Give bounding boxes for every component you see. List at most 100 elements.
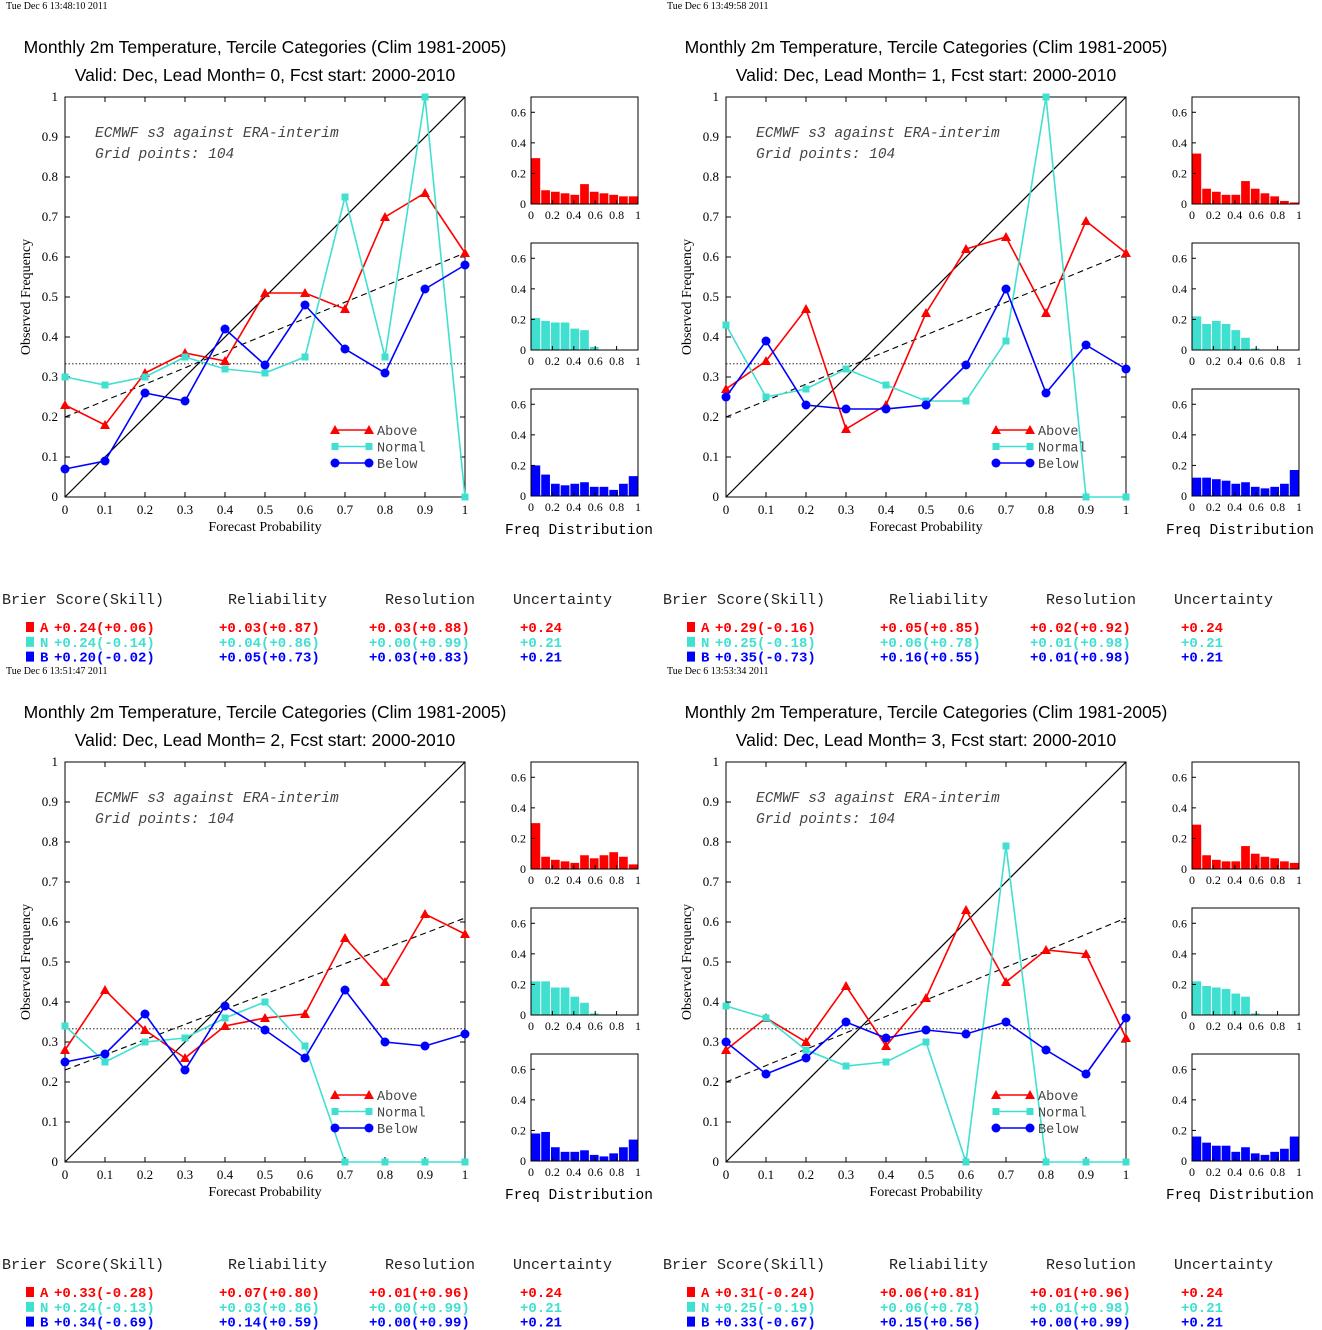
chart-subtitle: Valid: Dec, Lead Month= 1, Fcst start: 2… xyxy=(736,65,1117,85)
data-point-normal xyxy=(341,1158,349,1166)
score-value: +0.00(+0.99) xyxy=(1030,1316,1131,1330)
data-point-above xyxy=(801,304,811,313)
data-point-normal xyxy=(1042,1158,1050,1166)
hist-x-tick-label: 0.4 xyxy=(566,354,581,368)
hist-y-tick-label: 0.4 xyxy=(1172,801,1187,815)
hist-y-tick-label: 0.4 xyxy=(1172,282,1187,296)
y-axis-label: Observed Frequency xyxy=(680,239,695,355)
hist-bar-below xyxy=(560,1151,570,1161)
data-point-above xyxy=(721,1045,731,1054)
hist-bar-above xyxy=(599,855,609,869)
score-swatch-normal xyxy=(26,636,34,647)
hist-bar-above xyxy=(580,855,589,869)
hist-bar-normal xyxy=(1250,348,1260,350)
data-point-below xyxy=(380,368,390,378)
hist-bar-normal xyxy=(589,1013,599,1015)
y-tick-label: 1 xyxy=(713,754,720,769)
score-value: +0.05(+0.73) xyxy=(219,651,320,667)
score-value: +0.01(+0.98) xyxy=(1030,651,1131,667)
freq-distribution-label: Freq Distribution xyxy=(505,523,653,539)
hist-x-tick-label: 0.8 xyxy=(1270,1165,1285,1179)
score-value: +0.00(+0.99) xyxy=(369,1301,470,1317)
score-value: +0.21 xyxy=(520,651,562,667)
data-point-normal xyxy=(1122,493,1130,501)
legend-label-above: Above xyxy=(1038,1090,1079,1105)
score-value: +0.03(+0.83) xyxy=(369,651,470,667)
data-point-below xyxy=(1001,284,1011,294)
data-point-normal xyxy=(722,1002,730,1010)
data-point-normal xyxy=(882,381,890,389)
data-point-below xyxy=(961,1029,971,1039)
hist-bar-above xyxy=(550,859,560,869)
perfect-reliability-line xyxy=(725,96,1127,498)
hist-bar-below xyxy=(1289,1136,1299,1161)
data-point-normal xyxy=(101,381,109,389)
score-value: +0.24(+0.06) xyxy=(54,621,155,637)
hist-y-tick-label: 0 xyxy=(520,862,526,876)
y-tick-label: 0.3 xyxy=(703,1034,719,1049)
score-header: Reliability xyxy=(889,592,988,609)
x-axis-label: Forecast Probability xyxy=(208,1185,321,1200)
hist-bar-above xyxy=(589,858,599,869)
data-point-above xyxy=(881,1041,891,1050)
data-point-below xyxy=(921,400,931,410)
y-tick-label: 0.6 xyxy=(703,249,720,264)
x-axis-label: Forecast Probability xyxy=(869,520,982,535)
x-tick-label: 0.3 xyxy=(838,1167,854,1182)
hist-bar-above xyxy=(1221,194,1231,204)
data-point-above xyxy=(721,384,731,393)
score-header: Resolution xyxy=(1046,592,1136,609)
score-value: +0.01(+0.96) xyxy=(369,1286,470,1302)
hist-bar-below xyxy=(1260,1154,1270,1161)
data-point-above xyxy=(380,212,390,221)
legend-marker-above xyxy=(991,1090,1001,1099)
hist-x-tick-label: 0 xyxy=(528,1019,534,1033)
score-value: +0.33(-0.67) xyxy=(715,1316,816,1330)
score-swatch-normal xyxy=(687,1301,695,1312)
x-tick-label: 0.1 xyxy=(97,502,113,517)
legend-marker-above xyxy=(364,425,374,434)
hist-bar-normal xyxy=(541,320,550,350)
legend-marker-below xyxy=(1025,458,1035,468)
data-point-below xyxy=(761,336,771,346)
hist-x-tick-label: 0.4 xyxy=(566,873,581,887)
hist-bar-normal xyxy=(570,328,580,350)
hist-bar-below xyxy=(1241,1147,1250,1161)
chart-subtitle: Valid: Dec, Lead Month= 2, Fcst start: 2… xyxy=(75,730,456,750)
data-point-normal xyxy=(842,365,850,373)
legend-marker-below xyxy=(991,1123,1001,1133)
hist-x-tick-label: 0.2 xyxy=(1206,208,1221,222)
score-header: Brier Score(Skill) xyxy=(2,1257,164,1274)
x-tick-label: 0.8 xyxy=(1038,502,1054,517)
score-header: Uncertainty xyxy=(513,1257,612,1274)
series-line-above xyxy=(64,912,466,1059)
hist-y-tick-label: 0.4 xyxy=(511,282,526,296)
score-swatch-above xyxy=(26,622,34,632)
y-tick-label: 0.4 xyxy=(42,994,59,1009)
hist-bar-below xyxy=(1250,1153,1260,1161)
chart-title: Monthly 2m Temperature, Tercile Categori… xyxy=(24,702,507,722)
hist-bar-below xyxy=(1241,482,1250,496)
hist-y-tick-label: 0.6 xyxy=(1172,1062,1187,1076)
x-tick-label: 0.3 xyxy=(177,1167,193,1182)
x-tick-label: 0.8 xyxy=(377,1167,393,1182)
y-tick-label: 0.8 xyxy=(703,169,719,184)
hist-bar-below xyxy=(1231,483,1241,496)
score-header: Reliability xyxy=(228,592,327,609)
score-category-letter: N xyxy=(40,1301,48,1317)
hist-x-tick-label: 0 xyxy=(528,354,534,368)
hist-bar-above xyxy=(1250,188,1260,204)
score-category-letter: A xyxy=(40,1286,49,1302)
score-value: +0.00(+0.99) xyxy=(369,1316,470,1330)
hist-bar-above xyxy=(1202,855,1211,869)
hist-x-tick-label: 0.8 xyxy=(609,1019,624,1033)
data-point-above xyxy=(1041,945,1051,954)
hist-x-tick-label: 0.6 xyxy=(588,873,603,887)
y-tick-label: 0.7 xyxy=(42,209,59,224)
hist-bar-below xyxy=(1280,483,1289,496)
hist-y-tick-label: 0 xyxy=(520,489,526,503)
score-value: +0.24(-0.13) xyxy=(54,1301,155,1317)
data-point-normal xyxy=(101,1058,109,1066)
x-tick-label: 0.7 xyxy=(337,502,354,517)
